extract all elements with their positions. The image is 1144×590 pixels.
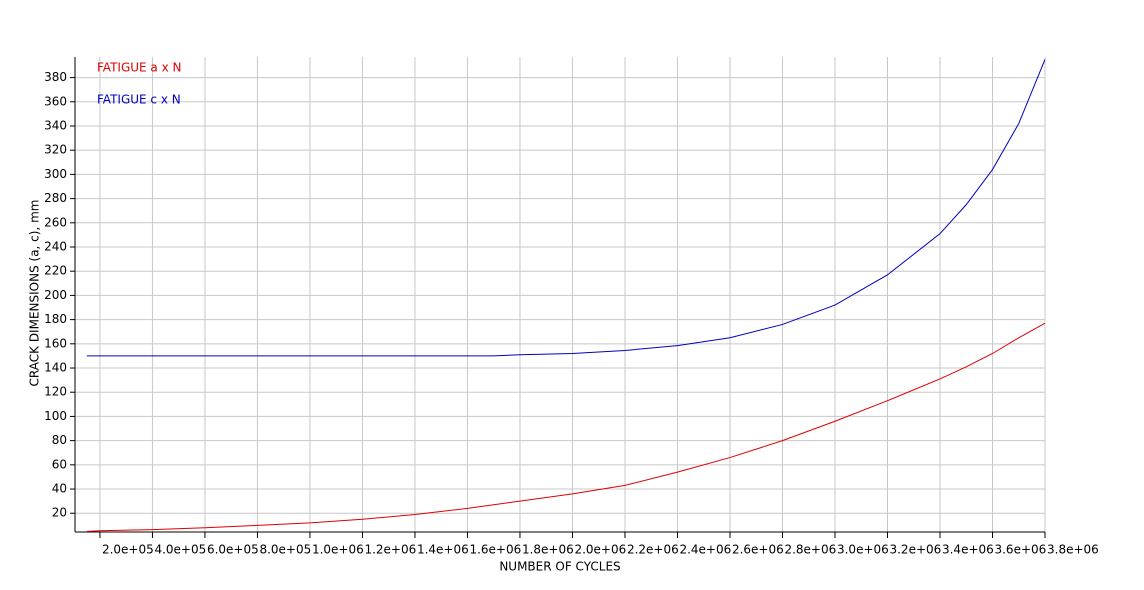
y-tick-label: 120	[44, 385, 67, 399]
x-tick-label: 2.2e+06	[627, 543, 679, 557]
x-tick-label: 3.2e+06	[889, 543, 941, 557]
y-tick-label: 220	[44, 264, 67, 278]
y-tick-label: 320	[44, 143, 67, 157]
y-tick-label: 200	[44, 288, 67, 302]
x-tick-label: 1.6e+06	[469, 543, 521, 557]
x-tick-label: 2.6e+06	[732, 543, 784, 557]
x-tick-label: 2.4e+06	[679, 543, 731, 557]
y-tick-label: 300	[44, 167, 67, 181]
y-tick-label: 40	[52, 482, 67, 496]
x-tick-label: 1.2e+06	[364, 543, 416, 557]
y-tick-label: 100	[44, 409, 67, 423]
y-tick-label: 60	[52, 457, 67, 471]
data-line	[86, 59, 1046, 357]
y-tick-label: 380	[44, 70, 67, 84]
x-tick-label: 1.0e+06	[312, 543, 364, 557]
x-tick-label: 2.0e+06	[574, 543, 626, 557]
y-tick-label: 340	[44, 118, 67, 132]
y-tick-label: 280	[44, 191, 67, 205]
x-tick-label: 6.0e+05	[207, 543, 259, 557]
y-tick-label: 140	[44, 361, 67, 375]
x-axis-label: NUMBER OF CYCLES	[499, 560, 620, 574]
legend-entry: FATIGUE a x N	[97, 61, 182, 75]
y-tick-label: 240	[44, 240, 67, 254]
legend-entry: FATIGUE c x N	[97, 93, 181, 107]
data-line	[86, 322, 1046, 532]
x-tick-label: 2.0e+05	[102, 543, 154, 557]
y-tick-label: 360	[44, 94, 67, 108]
x-tick-label: 3.4e+06	[942, 543, 994, 557]
y-tick-label: 260	[44, 215, 67, 229]
y-tick-label: 160	[44, 336, 67, 350]
x-tick-label: 3.6e+06	[994, 543, 1046, 557]
x-tick-label: 2.8e+06	[784, 543, 836, 557]
y-axis-label: CRACK DIMENSIONS (a, c), mm	[28, 200, 42, 387]
x-tick-label: 1.4e+06	[417, 543, 469, 557]
x-tick-label: 3.0e+06	[837, 543, 889, 557]
x-tick-label: 3.8e+06	[1047, 543, 1099, 557]
x-tick-label: 1.8e+06	[522, 543, 574, 557]
y-tick-label: 180	[44, 312, 67, 326]
y-tick-label: 20	[52, 506, 67, 520]
x-tick-label: 4.0e+05	[154, 543, 206, 557]
y-tick-label: 80	[52, 433, 67, 447]
x-tick-label: 8.0e+05	[259, 543, 311, 557]
